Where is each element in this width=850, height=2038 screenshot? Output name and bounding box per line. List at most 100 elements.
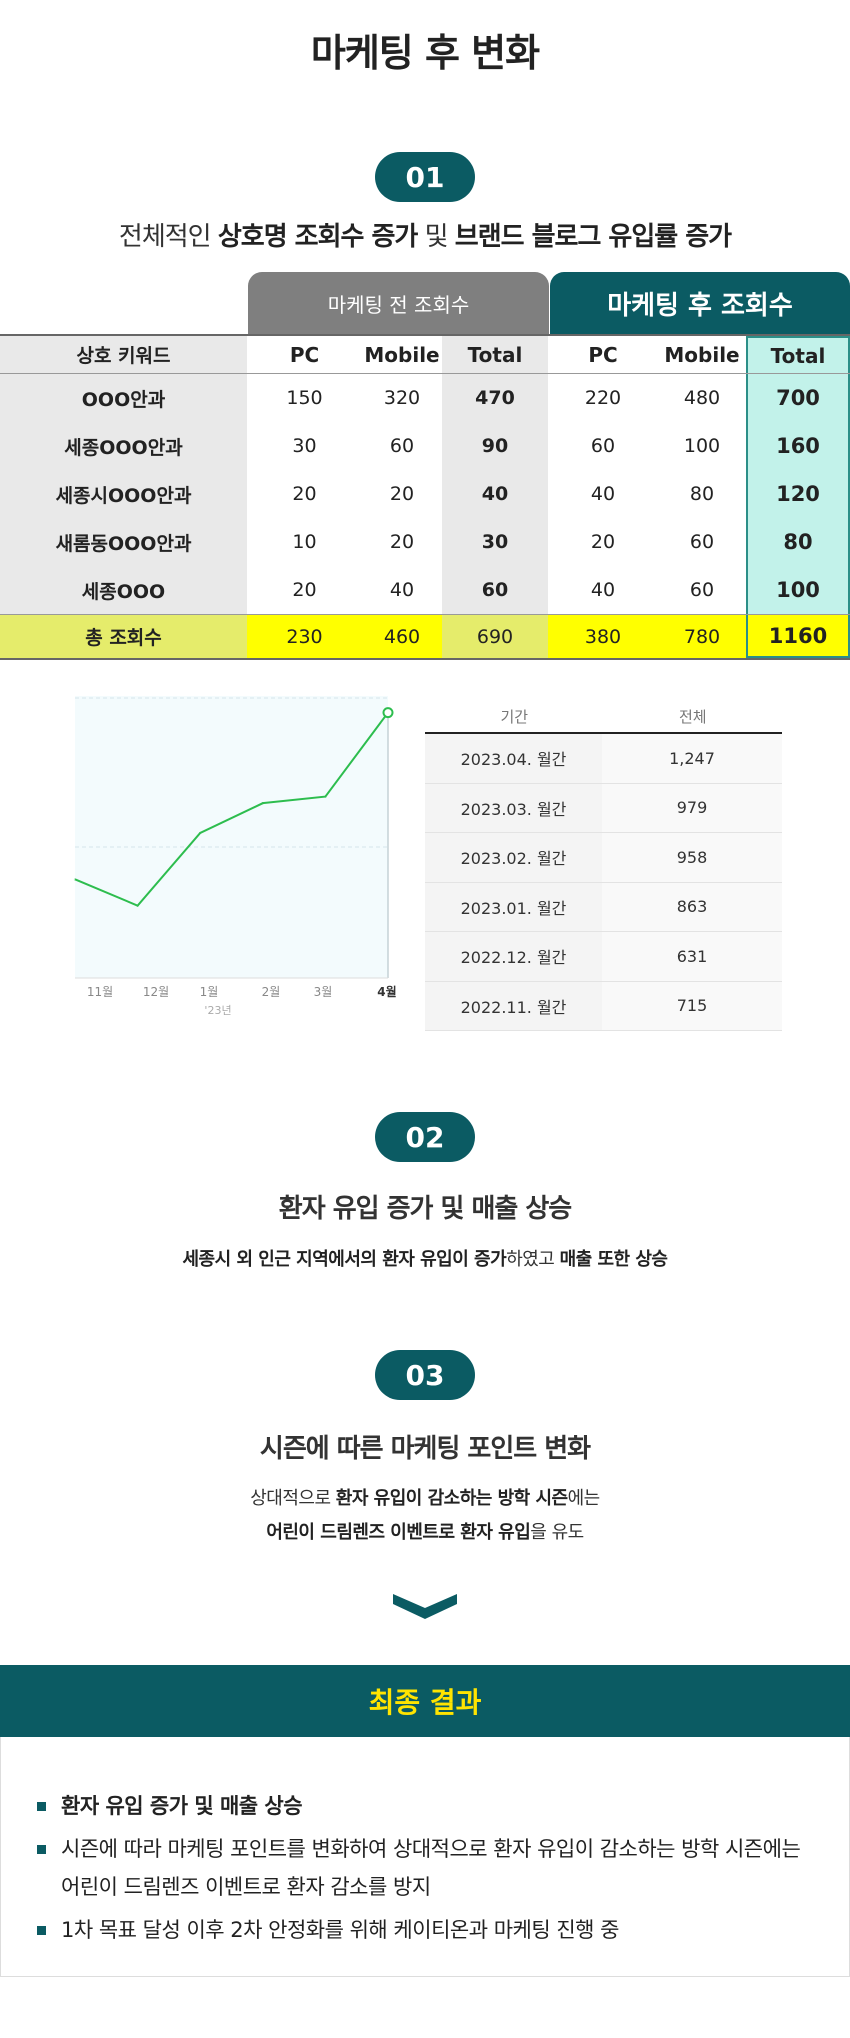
table-cell: 460 xyxy=(362,615,442,658)
stats-header: 전체 xyxy=(678,707,707,726)
stats-value: 979 xyxy=(602,783,782,832)
stats-value: 715 xyxy=(602,981,782,1030)
subtext: 상대적으로 xyxy=(250,1488,336,1509)
section-badge-02: 02 xyxy=(375,1112,475,1162)
final-item-text: 어린이 드림렌즈 이벤트로 환자 감소를 방지 xyxy=(61,1875,431,1899)
table-cell: 100 xyxy=(746,566,850,614)
table-cell: 80 xyxy=(746,518,850,566)
heading-bold-text: 상호명 조회수 증가 xyxy=(217,222,418,252)
table-cell: 120 xyxy=(746,470,850,518)
final-item-text: 환자 유입 증가 및 매출 상승 xyxy=(61,1794,303,1818)
monthly-stats-table: 기간 전체 2023.04. 월간 1,247 2023.03. 월간 979 2023… xyxy=(425,700,782,1031)
chart-plot-area xyxy=(75,696,388,978)
table-cell: 150 xyxy=(286,387,323,409)
subtext-line: 상대적으로 환자 유입이 감소하는 방학 시즌에는 xyxy=(0,1482,850,1516)
chevron-down-icon xyxy=(393,1594,457,1619)
table-cell: 220 xyxy=(584,387,622,409)
subtext: 을 유도 xyxy=(530,1522,584,1543)
final-result-title: 최종 결과 xyxy=(0,1665,850,1737)
stats-period: 2022.11. 월간 xyxy=(425,981,602,1030)
table-cell: 480 xyxy=(683,387,721,409)
chart-x-tick-label: 11월 xyxy=(87,985,113,999)
table-cell: 60 xyxy=(389,435,415,457)
table-cell: 40 xyxy=(590,579,616,601)
square-bullet-icon xyxy=(37,1802,46,1811)
table-cell: 60 xyxy=(442,566,548,614)
stats-row: 2023.03. 월간 979 xyxy=(425,783,782,833)
table-cell: 80 xyxy=(689,483,715,505)
column-header: Total xyxy=(442,336,548,373)
table-cell: 1160 xyxy=(746,615,850,658)
table-cell: 380 xyxy=(548,615,658,658)
subtext-bold: 환자 유입이 감소하는 방학 시즌 xyxy=(335,1488,568,1509)
table-row: 새롬동OOO안과 10 20 30 20 60 80 xyxy=(0,518,850,566)
column-header: Total xyxy=(746,336,850,373)
stats-row: 2023.04. 월간 1,247 xyxy=(425,734,782,784)
stats-value: 1,247 xyxy=(602,734,782,783)
table-cell: 100 xyxy=(683,435,721,457)
table-row: 세종OOO 20 40 60 40 60 100 xyxy=(0,566,850,614)
table-cell: 20 xyxy=(292,579,317,601)
table-cell: 20 xyxy=(389,483,415,505)
table-cell: 60 xyxy=(689,531,715,553)
table-cell: 세종OOO안과 xyxy=(0,422,247,470)
table-cell: OOO안과 xyxy=(0,374,247,422)
table-cell: 470 xyxy=(442,374,548,422)
chart-x-tick-label: 2월 xyxy=(262,985,281,999)
table-row: 세종OOO안과 30 60 90 60 100 160 xyxy=(0,422,850,470)
stats-row: 2022.11. 월간 715 xyxy=(425,981,782,1031)
chart-x-tick-label: 1월 xyxy=(200,985,219,999)
chart-point xyxy=(382,707,394,719)
section-badge-01: 01 xyxy=(375,152,475,202)
table-cell: 총 조회수 xyxy=(0,615,247,658)
section3-subtext: 상대적으로 환자 유입이 감소하는 방학 시즌에는 어린이 드림렌즈 이벤트로 … xyxy=(0,1482,850,1550)
stats-period: 2023.02. 월간 xyxy=(425,833,602,882)
stats-value: 958 xyxy=(602,833,782,882)
column-header: 상호 키워드 xyxy=(0,336,247,373)
table-cell: 10 xyxy=(292,531,317,553)
header-before-marketing: 마케팅 전 조회수 xyxy=(248,272,549,334)
section1-heading: 전체적인 상호명 조회수 증가 및 브랜드 블로그 유입률 증가 xyxy=(0,216,850,253)
final-item-text: 1차 목표 달성 이후 2차 안정화를 위해 케이티온과 마케팅 진행 중 xyxy=(61,1918,619,1942)
table-cell: 90 xyxy=(442,422,548,470)
final-result-item: 환자 유입 증가 및 매출 상승 xyxy=(37,1787,303,1825)
table-cell: 20 xyxy=(292,483,317,505)
stats-period: 2023.01. 월간 xyxy=(425,882,602,931)
table-cell: 40 xyxy=(389,579,415,601)
stats-row: 2023.02. 월간 958 xyxy=(425,833,782,883)
table-cell: 700 xyxy=(746,374,850,422)
stats-period: 2022.12. 월간 xyxy=(425,932,602,981)
table-cell: 30 xyxy=(442,518,548,566)
stats-period: 2023.04. 월간 xyxy=(425,734,602,783)
subtext: 에는 xyxy=(567,1488,601,1509)
square-bullet-icon xyxy=(37,1845,46,1854)
column-header: Mobile xyxy=(664,342,740,367)
table-cell: 320 xyxy=(383,387,421,409)
table-cell: 세종시OOO안과 xyxy=(0,470,247,518)
table-cell: 60 xyxy=(689,579,715,601)
heading-bold-text: 브랜드 블로그 유입률 증가 xyxy=(454,222,732,252)
subtext-bold: 세종시 외 인근 지역에서의 환자 유입이 증가 xyxy=(182,1249,507,1270)
page-title: 마케팅 후 변화 xyxy=(310,31,540,75)
chart-year-label: '23년 xyxy=(204,1004,231,1017)
stats-header-row: 기간 전체 xyxy=(425,700,782,734)
square-bullet-icon xyxy=(37,1926,46,1935)
monthly-views-line-chart: 11월 12월 1월 2월 3월 4월 '23년 xyxy=(73,696,397,1017)
stats-header: 기간 xyxy=(500,707,529,726)
stats-row: 2023.01. 월간 863 xyxy=(425,882,782,932)
total-row: 총 조회수 230 460 690 380 780 1160 xyxy=(0,614,850,660)
section-badge-03: 03 xyxy=(375,1350,475,1400)
table-cell: 780 xyxy=(658,615,746,658)
keyword-views-table: 마케팅 전 조회수 마케팅 후 조회수 상호 키워드 PC Mobile Tot… xyxy=(0,272,850,664)
column-header: PC xyxy=(588,342,618,367)
subtext: 하였고 xyxy=(506,1249,560,1270)
column-header: PC xyxy=(289,342,320,367)
subtext-bold: 어린이 드림렌즈 이벤트로 환자 유입 xyxy=(266,1522,531,1543)
chart-x-tick-label: 12월 xyxy=(143,985,169,999)
section2-heading: 환자 유입 증가 및 매출 상승 xyxy=(278,1194,572,1224)
stats-row: 2022.12. 월간 631 xyxy=(425,932,782,982)
table-cell: 20 xyxy=(389,531,415,553)
table-cell: 230 xyxy=(247,615,362,658)
stats-value: 863 xyxy=(602,882,782,931)
chart-x-tick-label: 4월 xyxy=(377,984,396,999)
